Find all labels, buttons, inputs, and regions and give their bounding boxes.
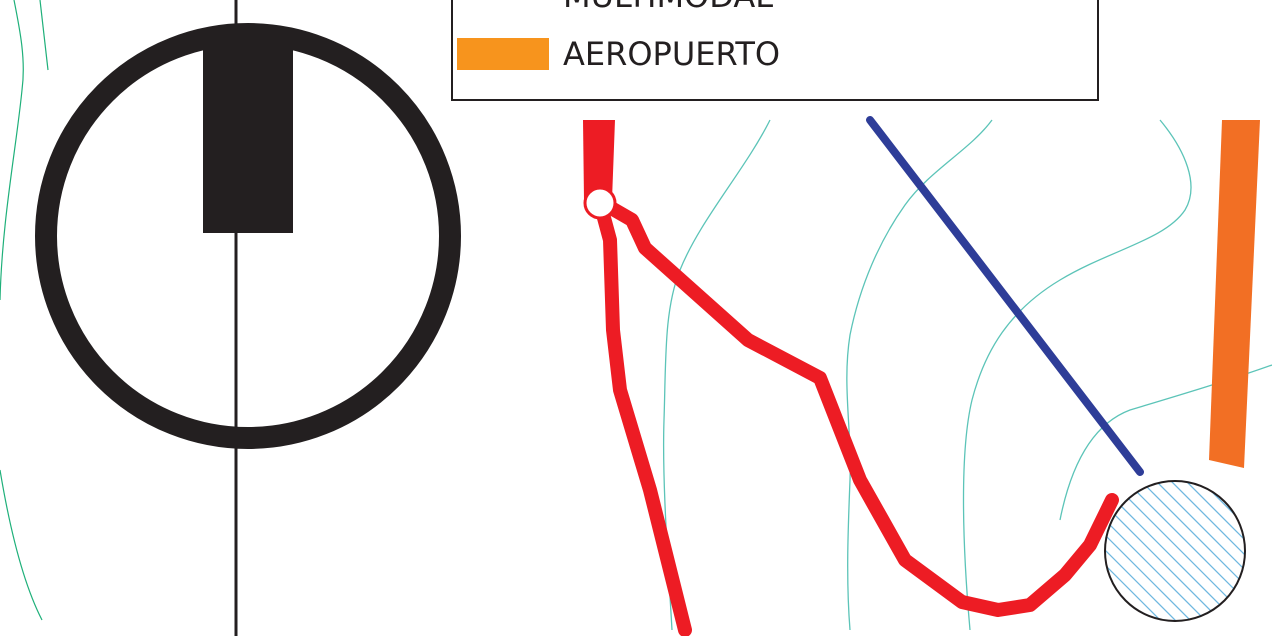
route-orange (1209, 120, 1260, 468)
contour-line-left-2 (39, 0, 49, 71)
route-blue (866, 116, 1144, 476)
route-red (583, 120, 1119, 636)
contour-line-left (0, 0, 43, 621)
airport-hub-icon (1104, 480, 1246, 622)
legend-item-aeropuerto: AEROPUERTO (453, 34, 780, 74)
legend-item-multimodal: MULTIMODAL (453, 0, 773, 16)
legend-swatch-aeropuerto (457, 38, 549, 70)
legend-label-aeropuerto: AEROPUERTO (563, 35, 781, 73)
legend-label-multimodal: MULTIMODAL (563, 0, 773, 16)
north-arrow-icon (35, 23, 461, 449)
map-legend: MULTIMODAL AEROPUERTO (451, 0, 1099, 101)
junction-node-icon (583, 186, 617, 220)
legend-swatch-multimodal (457, 0, 549, 12)
